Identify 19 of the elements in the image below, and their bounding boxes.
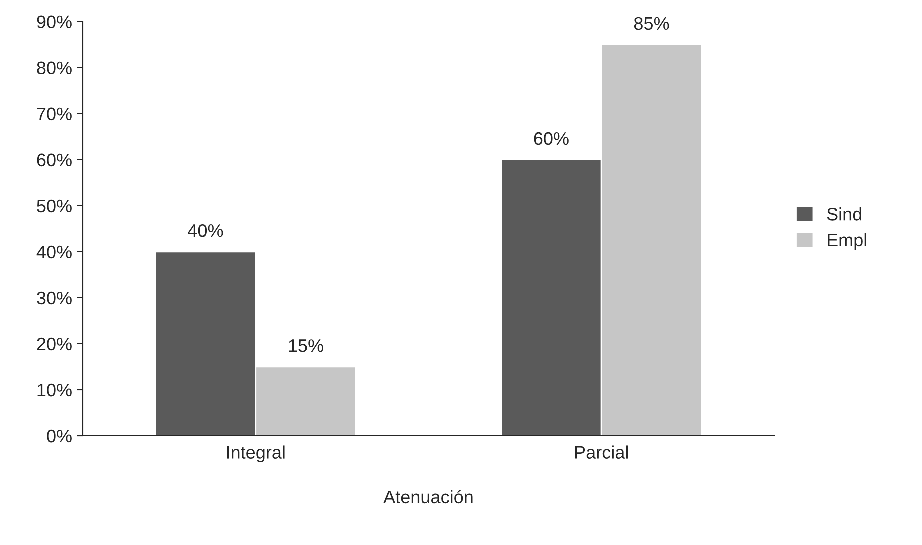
data-label: 85% xyxy=(634,17,670,30)
data-label: 40% xyxy=(188,224,224,238)
data-label: 15% xyxy=(289,340,324,352)
legend-label: Sind xyxy=(827,208,862,221)
y-tick-label: 80% xyxy=(37,62,72,75)
x-tick-label: Parcial xyxy=(575,446,628,459)
y-tick-label: 30% xyxy=(37,292,72,305)
y-tick-label: 40% xyxy=(36,246,72,259)
legend-label: Empl xyxy=(828,233,866,250)
y-tick-label: 10% xyxy=(38,384,72,397)
x-axis-title: Atenuación xyxy=(384,490,473,504)
y-tick-label: 20% xyxy=(37,338,72,351)
y-tick-label: 0% xyxy=(47,430,72,443)
y-tick-label: 90% xyxy=(37,16,72,29)
y-tick-label: 50% xyxy=(37,200,72,213)
y-tick-label: 70% xyxy=(37,108,72,121)
data-label: 60% xyxy=(534,132,569,146)
y-tick-label: 60% xyxy=(37,154,72,167)
x-tick-label: Integral xyxy=(227,446,285,463)
